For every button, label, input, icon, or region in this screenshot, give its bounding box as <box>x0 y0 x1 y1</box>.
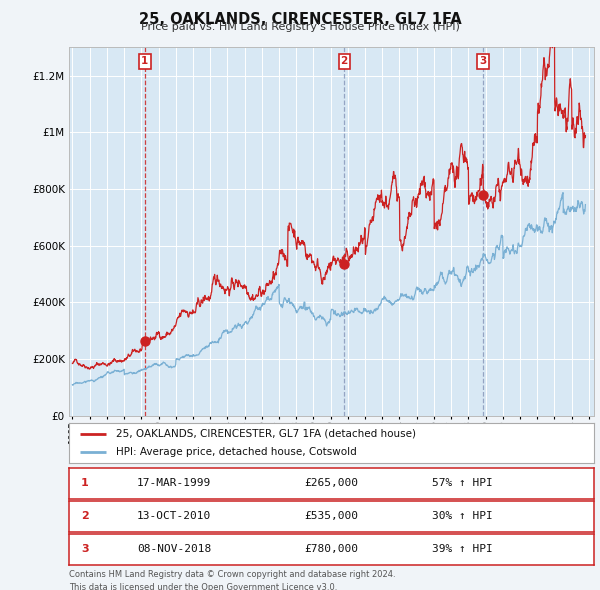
Text: 3: 3 <box>479 57 487 67</box>
Text: Contains HM Land Registry data © Crown copyright and database right 2024.: Contains HM Land Registry data © Crown c… <box>69 570 395 579</box>
Text: This data is licensed under the Open Government Licence v3.0.: This data is licensed under the Open Gov… <box>69 583 337 590</box>
Text: 3: 3 <box>81 545 89 554</box>
Text: £265,000: £265,000 <box>305 478 359 488</box>
Text: 13-OCT-2010: 13-OCT-2010 <box>137 512 211 521</box>
Text: 08-NOV-2018: 08-NOV-2018 <box>137 545 211 554</box>
Text: 30% ↑ HPI: 30% ↑ HPI <box>433 512 493 521</box>
Text: Price paid vs. HM Land Registry's House Price Index (HPI): Price paid vs. HM Land Registry's House … <box>140 22 460 32</box>
Text: 57% ↑ HPI: 57% ↑ HPI <box>433 478 493 488</box>
Text: 2: 2 <box>341 57 348 67</box>
Text: 17-MAR-1999: 17-MAR-1999 <box>137 478 211 488</box>
Text: 39% ↑ HPI: 39% ↑ HPI <box>433 545 493 554</box>
Text: £535,000: £535,000 <box>305 512 359 521</box>
Text: 25, OAKLANDS, CIRENCESTER, GL7 1FA (detached house): 25, OAKLANDS, CIRENCESTER, GL7 1FA (deta… <box>116 429 416 439</box>
Text: 1: 1 <box>81 478 89 488</box>
Text: 25, OAKLANDS, CIRENCESTER, GL7 1FA: 25, OAKLANDS, CIRENCESTER, GL7 1FA <box>139 12 461 27</box>
Text: 1: 1 <box>141 57 149 67</box>
Text: 2: 2 <box>81 512 89 521</box>
Text: HPI: Average price, detached house, Cotswold: HPI: Average price, detached house, Cots… <box>116 447 357 457</box>
Text: £780,000: £780,000 <box>305 545 359 554</box>
